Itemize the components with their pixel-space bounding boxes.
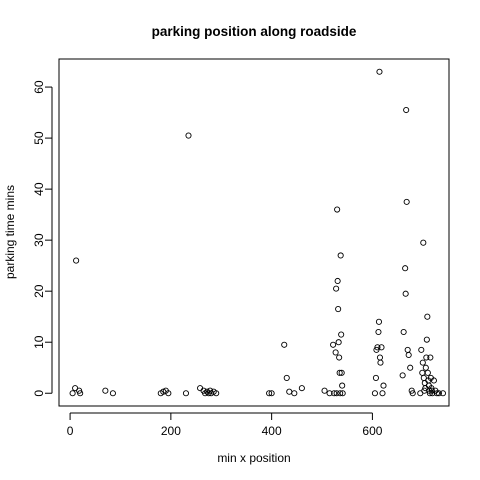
data-point (268, 390, 275, 397)
y-tick-label: 10 (32, 335, 46, 349)
data-point (374, 344, 381, 351)
x-tick-label: 200 (161, 424, 181, 438)
data-point (419, 359, 426, 366)
data-points (69, 68, 447, 397)
data-point (283, 374, 290, 381)
y-axis: 0 10 20 30 40 50 60 (32, 80, 53, 397)
data-point (419, 369, 426, 376)
data-point (77, 390, 84, 397)
data-point (375, 328, 382, 336)
data-point (298, 385, 305, 392)
data-point (102, 387, 109, 394)
x-axis: 0 200 400 600 (67, 412, 383, 438)
data-point (407, 364, 414, 371)
data-point (378, 344, 385, 351)
data-point (185, 132, 192, 139)
data-point (423, 354, 430, 361)
data-point (372, 374, 379, 381)
data-point (405, 351, 412, 359)
data-point (197, 385, 204, 392)
data-point (422, 364, 429, 371)
data-point (424, 313, 431, 320)
plot-frame (58, 58, 450, 407)
data-point (165, 390, 172, 397)
data-point (402, 265, 409, 272)
data-point (403, 198, 410, 205)
data-point (286, 388, 293, 395)
data-point (281, 341, 288, 348)
data-point (213, 390, 220, 397)
data-point (399, 372, 406, 379)
chart-title: parking position along roadside (152, 24, 357, 39)
y-tick-label: 60 (32, 80, 46, 94)
data-point (336, 354, 343, 361)
x-tick-label: 0 (67, 424, 74, 438)
x-tick-label: 600 (362, 424, 382, 438)
data-point (409, 390, 416, 397)
data-point (338, 331, 345, 338)
data-point (337, 390, 344, 397)
data-point (69, 390, 76, 397)
data-point (404, 346, 411, 353)
data-point (428, 387, 435, 394)
data-point (326, 390, 333, 397)
data-point (335, 339, 342, 346)
data-point (371, 390, 378, 397)
data-point (433, 390, 440, 397)
data-point (418, 346, 425, 353)
data-point (379, 390, 386, 397)
data-point (402, 290, 409, 297)
data-point (338, 369, 345, 376)
x-axis-label: min x position (217, 451, 290, 465)
data-point (334, 277, 341, 285)
x-tick-label: 400 (262, 424, 282, 438)
data-point (335, 305, 342, 313)
data-point (333, 285, 340, 292)
y-tick-label: 50 (32, 131, 46, 145)
data-point (109, 390, 116, 397)
data-point (339, 382, 346, 389)
y-tick-label: 0 (32, 390, 46, 397)
data-point (337, 252, 344, 259)
data-point (424, 369, 431, 376)
data-point (427, 354, 434, 361)
data-point (291, 390, 298, 397)
data-point (333, 390, 340, 397)
data-point (430, 377, 437, 384)
data-point (330, 341, 337, 348)
y-tick-label: 40 (32, 182, 46, 196)
data-point (377, 359, 384, 366)
data-point (182, 390, 190, 397)
data-point (73, 257, 80, 264)
y-tick-label: 20 (32, 284, 46, 298)
data-point (204, 388, 211, 395)
data-point (331, 390, 338, 397)
y-axis-label: parking time mins (3, 185, 17, 279)
data-point (400, 328, 407, 336)
data-point (339, 390, 346, 397)
data-point (376, 354, 384, 361)
data-point (376, 68, 383, 75)
data-point (375, 318, 383, 325)
data-point (439, 390, 447, 397)
y-tick-label: 30 (32, 233, 46, 247)
data-point (321, 387, 328, 394)
data-point (403, 106, 410, 114)
data-point (266, 390, 273, 397)
data-point (332, 349, 339, 356)
data-point (380, 382, 387, 389)
data-point (423, 336, 430, 343)
data-point (336, 369, 343, 376)
data-point (334, 206, 341, 213)
data-point (435, 390, 442, 397)
data-point (420, 239, 427, 246)
